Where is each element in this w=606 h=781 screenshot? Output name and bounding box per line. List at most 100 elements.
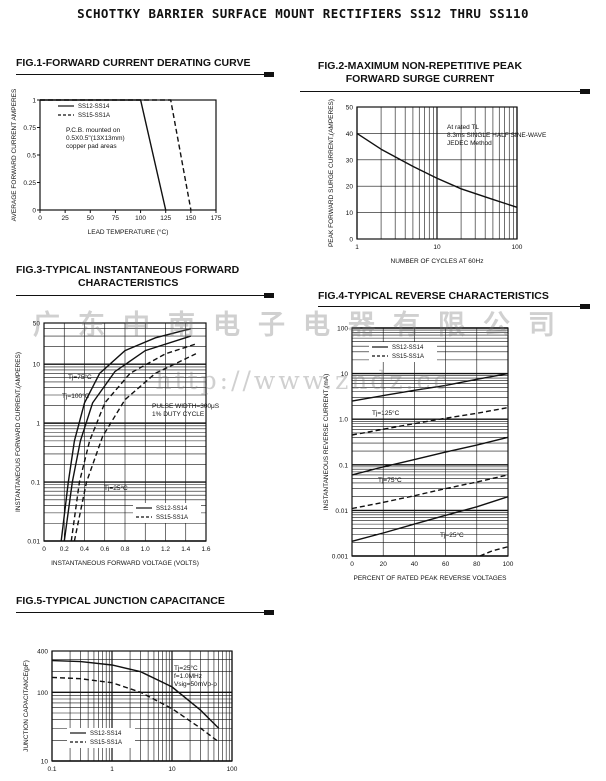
fig4-x-tick-label: 60	[442, 561, 450, 568]
fig5-x-tick-label: 10	[168, 766, 176, 773]
fig1-x-tick-label: 50	[87, 215, 95, 222]
fig4-title: FIG.4-TYPICAL REVERSE CHARACTERISTICS	[318, 290, 549, 302]
fig3-title: FIG.3-TYPICAL INSTANTANEOUS FORWARD CHAR…	[16, 264, 239, 290]
fig5-title-rule	[16, 612, 274, 613]
fig4-title-rule	[318, 306, 590, 307]
fig1-title: FIG.1-FORWARD CURRENT DERATING CURVE	[16, 57, 251, 69]
fig1-x-axis-title: LEAD TEMPERATURE (°C)	[88, 228, 169, 236]
fig4-plot-frame	[351, 327, 509, 557]
fig4-y-tick-label: 0.001	[332, 554, 349, 561]
fig4-series-line-2	[351, 406, 509, 436]
fig3-y-tick-label: 0.1	[31, 480, 40, 487]
fig3-series-line-4	[73, 353, 197, 542]
fig4-x-tick-label: 80	[473, 561, 481, 568]
fig3-x-tick-label: 1.6	[201, 546, 210, 553]
fig4-x-tick-label: 100	[503, 561, 514, 568]
fig4-legend-label: SS12-SS14	[392, 345, 424, 351]
fig4-series-line-4	[351, 474, 509, 510]
fig3-series-line-1	[60, 328, 191, 542]
fig5-x-tick-label: 1	[110, 766, 114, 773]
fig3-legend-label: SS15-SS1A	[156, 515, 188, 521]
fig3-x-tick-label: 0.8	[120, 546, 129, 553]
fig2-title: FIG.2-MAXIMUM NON-REPETITIVE PEAK FORWAR…	[300, 60, 540, 86]
fig2-x-axis-title: NUMBER OF CYCLES AT 60Hz	[391, 258, 484, 265]
fig3-title-rule-cap	[264, 293, 274, 298]
fig3-y-tick-label: 50	[33, 321, 41, 328]
fig1-y-axis-title: AVERAGE FORWARD CURRENT AMPERES	[11, 88, 18, 221]
fig2-x-tick-label: 10	[433, 244, 441, 251]
fig4-y-tick-label: 10	[341, 371, 349, 378]
fig2-x-tick-label: 100	[512, 244, 523, 251]
fig2-x-tick-label: 1	[355, 244, 359, 251]
fig4-series-line-3	[351, 436, 509, 476]
fig4-annotation-tj75: Tj=75°C	[378, 476, 402, 484]
fig4-x-axis-title: PERCENT OF RATED PEAK REVERSE VOLTAGES	[353, 575, 507, 582]
fig3-series-line-2	[63, 335, 192, 542]
fig4-x-tick-label: 20	[380, 561, 388, 568]
fig1-note: P.C.B. mounted on 0.5X0.5"(13X13mm) copp…	[66, 127, 125, 150]
fig4-y-tick-label: 0.1	[339, 462, 348, 469]
fig3-title-line2: CHARACTERISTICS	[78, 277, 179, 289]
fig4-annotation-tj25: Tj=25°C	[440, 531, 464, 539]
fig1-x-tick-label: 175	[211, 215, 222, 222]
fig1-x-tick-label: 25	[62, 215, 70, 222]
fig2-title-line2: FORWARD SURGE CURRENT	[345, 73, 495, 85]
fig5-x-tick-label: 0.1	[47, 766, 56, 773]
fig5-series-line-1	[51, 659, 220, 729]
fig1-x-tick-label: 150	[185, 215, 196, 222]
fig5-series-line-2	[51, 676, 220, 743]
fig3-x-tick-label: 1.0	[141, 546, 150, 553]
fig3-series-line-3	[70, 343, 197, 542]
fig5-note: Tj=25°C f=1.0MHz Vsig=50mVp-p	[172, 665, 219, 689]
fig1-y-tick-label: 1	[32, 98, 36, 105]
fig3-x-tick-label: 0.2	[60, 546, 69, 553]
fig3-note-line2: 1% DUTY CYCLE	[152, 411, 205, 418]
fig2-y-tick-label: 10	[346, 210, 354, 217]
fig5-title-rule-cap	[264, 610, 274, 615]
fig4-y-tick-label: 0.01	[335, 508, 348, 515]
fig2-title-rule-cap	[580, 89, 590, 94]
fig5-y-tick-label: 10	[41, 759, 49, 766]
fig1-y-tick-label: 0.25	[23, 180, 36, 187]
fig3-x-tick-label: 0.6	[100, 546, 109, 553]
fig4-x-tick-label: 0	[350, 561, 354, 568]
fig2-y-tick-label: 0	[349, 237, 353, 244]
fig1-y-tick-label: 0.5	[27, 153, 36, 160]
fig2-title-line1: FIG.2-MAXIMUM NON-REPETITIVE PEAK	[317, 60, 523, 72]
fig5-x-tick-label: 100	[227, 766, 238, 773]
fig4-y-axis-title: INSTANTANEOUS REVERSE CURRENT (mA)	[323, 374, 330, 511]
fig3-y-tick-label: 0.01	[27, 539, 40, 546]
fig1-title-rule	[16, 74, 274, 75]
fig5-y-tick-label: 100	[37, 690, 48, 697]
fig5-y-tick-label: 400	[37, 649, 48, 656]
fig2-y-tick-label: 30	[346, 157, 354, 164]
fig2-y-axis-title: PEAK FORWARD SURGE CURRENT,(AMPERES)	[328, 99, 335, 247]
fig3-legend-label: SS12-SS14	[156, 506, 188, 512]
fig4-legend-label: SS15-SS1A	[392, 354, 424, 360]
fig5-title: FIG.5-TYPICAL JUNCTION CAPACITANCE	[16, 595, 225, 607]
fig3-x-axis-title: INSTANTANEOUS FORWARD VOLTAGE (VOLTS)	[51, 560, 199, 567]
fig2-note: At rated TL 8.3ms SINGLE HALF SINE-WAVE …	[447, 124, 546, 148]
fig3-x-tick-label: 1.2	[161, 546, 170, 553]
fig1-x-tick-label: 100	[135, 215, 146, 222]
fig3-x-tick-label: 0	[42, 546, 46, 553]
fig1-y-tick-label: 0.75	[23, 125, 36, 132]
fig1-x-tick-label: 125	[160, 215, 171, 222]
fig3-annotation-tj100: Tj=100°C	[62, 392, 90, 400]
fig2-note-line2: 8.3ms SINGLE HALF SINE-WAVE	[447, 132, 547, 139]
fig3-y-tick-label: 1	[36, 421, 40, 428]
fig3-y-axis-title: INSTANTANEOUS FORWARD CURRENT,(AMPERES)	[15, 352, 22, 512]
fig5-note-line1: Tj=25°C	[174, 665, 198, 672]
fig5-legend-label: SS12-SS14	[90, 731, 122, 737]
fig3-x-tick-label: 1.4	[181, 546, 190, 553]
fig2-y-tick-label: 40	[346, 131, 354, 138]
fig4-annotation-tj125: Tj=125°C	[372, 409, 400, 417]
fig1-x-tick-label: 0	[38, 215, 42, 222]
fig3-title-line1: FIG.3-TYPICAL INSTANTANEOUS FORWARD	[16, 264, 240, 276]
fig3-annotation-tj75: Tj=75°C	[68, 373, 92, 381]
fig1-title-rule-cap	[264, 72, 274, 77]
fig2-note-line1: At rated TL	[447, 124, 480, 131]
fig4-series-line-6	[479, 546, 509, 557]
fig2-title-rule	[300, 91, 590, 92]
